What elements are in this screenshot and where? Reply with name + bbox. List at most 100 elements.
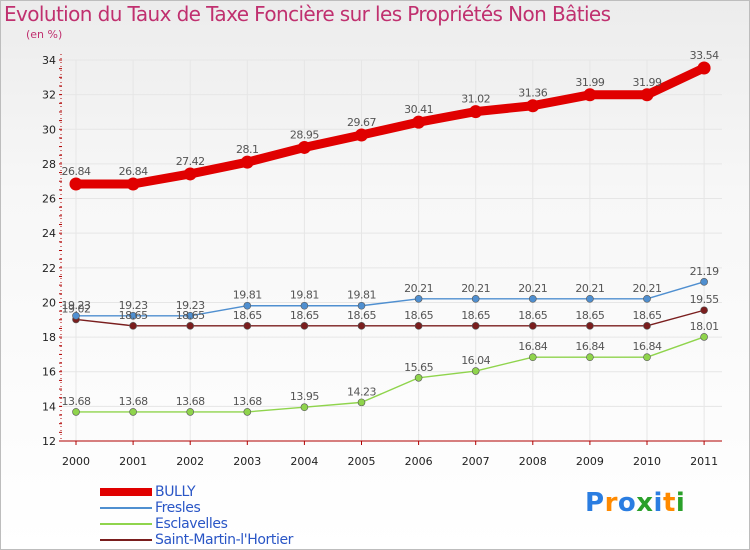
data-label-saint-martin-l-hortier-2000: 19.02 <box>62 302 91 315</box>
point-saint-martin-l-hortier-2008 <box>528 322 537 330</box>
point-esclavelles-2004 <box>300 403 309 412</box>
y-axis-unit-label: (en %) <box>26 28 63 41</box>
x-tick-label-2001: 2001 <box>119 455 147 468</box>
point-fresles-2009 <box>586 295 594 303</box>
point-esclavelles-2001 <box>129 408 137 416</box>
logo-letter: r <box>604 488 618 518</box>
point-esclavelles-2005 <box>357 398 366 407</box>
logo-letter: o <box>617 488 637 518</box>
data-label-saint-martin-l-hortier-2008: 18.65 <box>518 309 547 322</box>
data-labels: 13.68 13.68 13.68 13.68 13.95 14.23 15.65 16.04… <box>62 49 720 408</box>
x-tick-label-2003: 2003 <box>233 455 261 468</box>
point-bully-2005 <box>355 128 368 142</box>
logo-letter: t <box>662 488 676 518</box>
x-tick-label-2002: 2002 <box>176 455 204 468</box>
point-saint-martin-l-hortier-2007 <box>471 322 480 330</box>
point-fresles-2001 <box>129 311 137 320</box>
data-label-bully-2007: 31.02 <box>461 93 490 106</box>
data-label-bully-2003: 28.1 <box>236 143 259 156</box>
data-label-saint-martin-l-hortier-2010: 18.65 <box>633 309 662 322</box>
y-tick-label-18: 18 <box>42 331 56 344</box>
legend-swatch-saint-martin <box>100 539 152 541</box>
data-label-fresles-2000: 19.23 <box>62 299 91 312</box>
point-fresles-2008 <box>528 295 537 303</box>
axes <box>59 54 722 445</box>
series-points <box>69 61 711 416</box>
data-label-saint-martin-l-hortier-2005: 18.65 <box>347 309 376 322</box>
point-saint-martin-l-hortier-2004 <box>300 322 309 330</box>
data-label-fresles-2003: 19.81 <box>233 289 262 302</box>
point-esclavelles-2008 <box>528 353 537 361</box>
data-label-esclavelles-2001: 13.68 <box>119 395 148 408</box>
data-label-fresles-2002: 19.23 <box>176 299 205 312</box>
series-line-saint-martin-l-hortier <box>75 309 705 327</box>
point-bully-2007 <box>469 105 483 119</box>
point-fresles-2004 <box>300 301 309 310</box>
point-bully-2002 <box>183 167 197 181</box>
data-label-fresles-2006: 20.21 <box>404 282 433 295</box>
point-bully-2004 <box>297 140 311 154</box>
x-tick-label-2008: 2008 <box>519 455 547 468</box>
y-tick-label-24: 24 <box>42 227 56 240</box>
data-label-fresles-2001: 19.23 <box>119 299 148 312</box>
point-saint-martin-l-hortier-2005 <box>357 322 366 330</box>
data-label-esclavelles-2004: 13.95 <box>290 390 319 403</box>
x-axis-ticks: 2000 2001 2002 2003 2004 2005 2006 2007 2008 2009… <box>62 455 718 468</box>
data-label-esclavelles-2002: 13.68 <box>176 395 205 408</box>
data-label-esclavelles-2008: 16.84 <box>518 340 547 353</box>
data-label-bully-2009: 31.99 <box>575 76 604 89</box>
point-esclavelles-2007 <box>471 367 480 375</box>
data-label-saint-martin-l-hortier-2004: 18.65 <box>290 309 319 322</box>
y-tick-label-14: 14 <box>42 400 56 413</box>
data-label-saint-martin-l-hortier-2007: 18.65 <box>461 309 490 322</box>
legend-label-fresles: Fresles <box>155 500 201 516</box>
legend-swatch-esclavelles <box>100 523 152 525</box>
gridlines <box>61 59 722 442</box>
point-bully-2006 <box>412 115 426 129</box>
data-label-esclavelles-2009: 16.84 <box>575 340 604 353</box>
data-label-saint-martin-l-hortier-2003: 18.65 <box>233 309 262 322</box>
x-tick-label-2009: 2009 <box>576 455 604 468</box>
x-tick-label-2011: 2011 <box>690 455 718 468</box>
point-esclavelles-2009 <box>586 353 594 361</box>
series-line-esclavelles <box>75 336 705 413</box>
data-label-esclavelles-2011: 18.01 <box>690 320 719 333</box>
point-saint-martin-l-hortier-2001 <box>129 322 137 330</box>
data-label-bully-2005: 29.67 <box>347 116 376 129</box>
data-label-esclavelles-2003: 13.68 <box>233 395 262 408</box>
data-label-esclavelles-2010: 16.84 <box>633 340 662 353</box>
y-tick-label-22: 22 <box>42 262 56 275</box>
y-tick-label-16: 16 <box>42 366 56 379</box>
data-label-bully-2004: 28.95 <box>290 128 319 141</box>
x-tick-label-2004: 2004 <box>290 455 318 468</box>
data-label-bully-2008: 31.36 <box>518 87 547 100</box>
data-label-bully-2006: 30.41 <box>404 103 433 116</box>
point-bully-2001 <box>126 177 140 191</box>
point-fresles-2003 <box>243 301 252 310</box>
point-bully-2009 <box>583 88 597 102</box>
y-tick-label-28: 28 <box>42 158 56 171</box>
point-fresles-2010 <box>643 295 651 303</box>
point-esclavelles-2002 <box>186 408 194 416</box>
legend-swatch-bully <box>100 488 152 496</box>
data-label-saint-martin-l-hortier-2006: 18.65 <box>404 309 433 322</box>
data-label-fresles-2004: 19.81 <box>290 289 319 302</box>
data-label-saint-martin-l-hortier-2009: 18.65 <box>575 309 604 322</box>
point-saint-martin-l-hortier-2010 <box>643 322 651 330</box>
point-saint-martin-l-hortier-2002 <box>186 322 194 330</box>
data-label-fresles-2007: 20.21 <box>461 282 490 295</box>
legend-label-saint-martin: Saint-Martin-l'Hortier <box>155 532 294 548</box>
y-tick-label-20: 20 <box>42 296 56 309</box>
proxiti-logo: Proxiti <box>585 488 685 518</box>
point-fresles-2002 <box>186 311 194 320</box>
logo-letter: i <box>675 488 686 518</box>
point-bully-2008 <box>526 99 540 113</box>
x-tick-label-2000: 2000 <box>62 455 90 468</box>
data-label-esclavelles-2000: 13.68 <box>62 395 91 408</box>
data-label-esclavelles-2007: 16.04 <box>461 354 490 367</box>
x-tick-label-2005: 2005 <box>348 455 376 468</box>
data-label-bully-2000: 26.84 <box>62 165 91 178</box>
data-label-fresles-2008: 20.21 <box>518 282 547 295</box>
point-fresles-2007 <box>471 295 480 303</box>
